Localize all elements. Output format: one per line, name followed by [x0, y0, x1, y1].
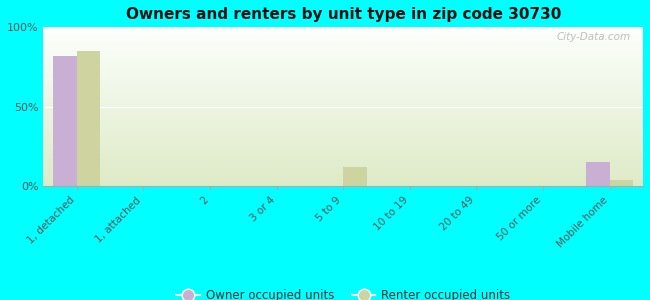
Bar [610, 180, 633, 186]
Legend: Owner occupied units, Renter occupied units: Owner occupied units, Renter occupied un… [172, 284, 515, 300]
Bar [586, 162, 610, 186]
Bar [343, 167, 367, 186]
Bar [53, 56, 77, 186]
Text: City-Data.com: City-Data.com [557, 32, 631, 42]
Title: Owners and renters by unit type in zip code 30730: Owners and renters by unit type in zip c… [125, 7, 561, 22]
Bar [77, 51, 100, 186]
